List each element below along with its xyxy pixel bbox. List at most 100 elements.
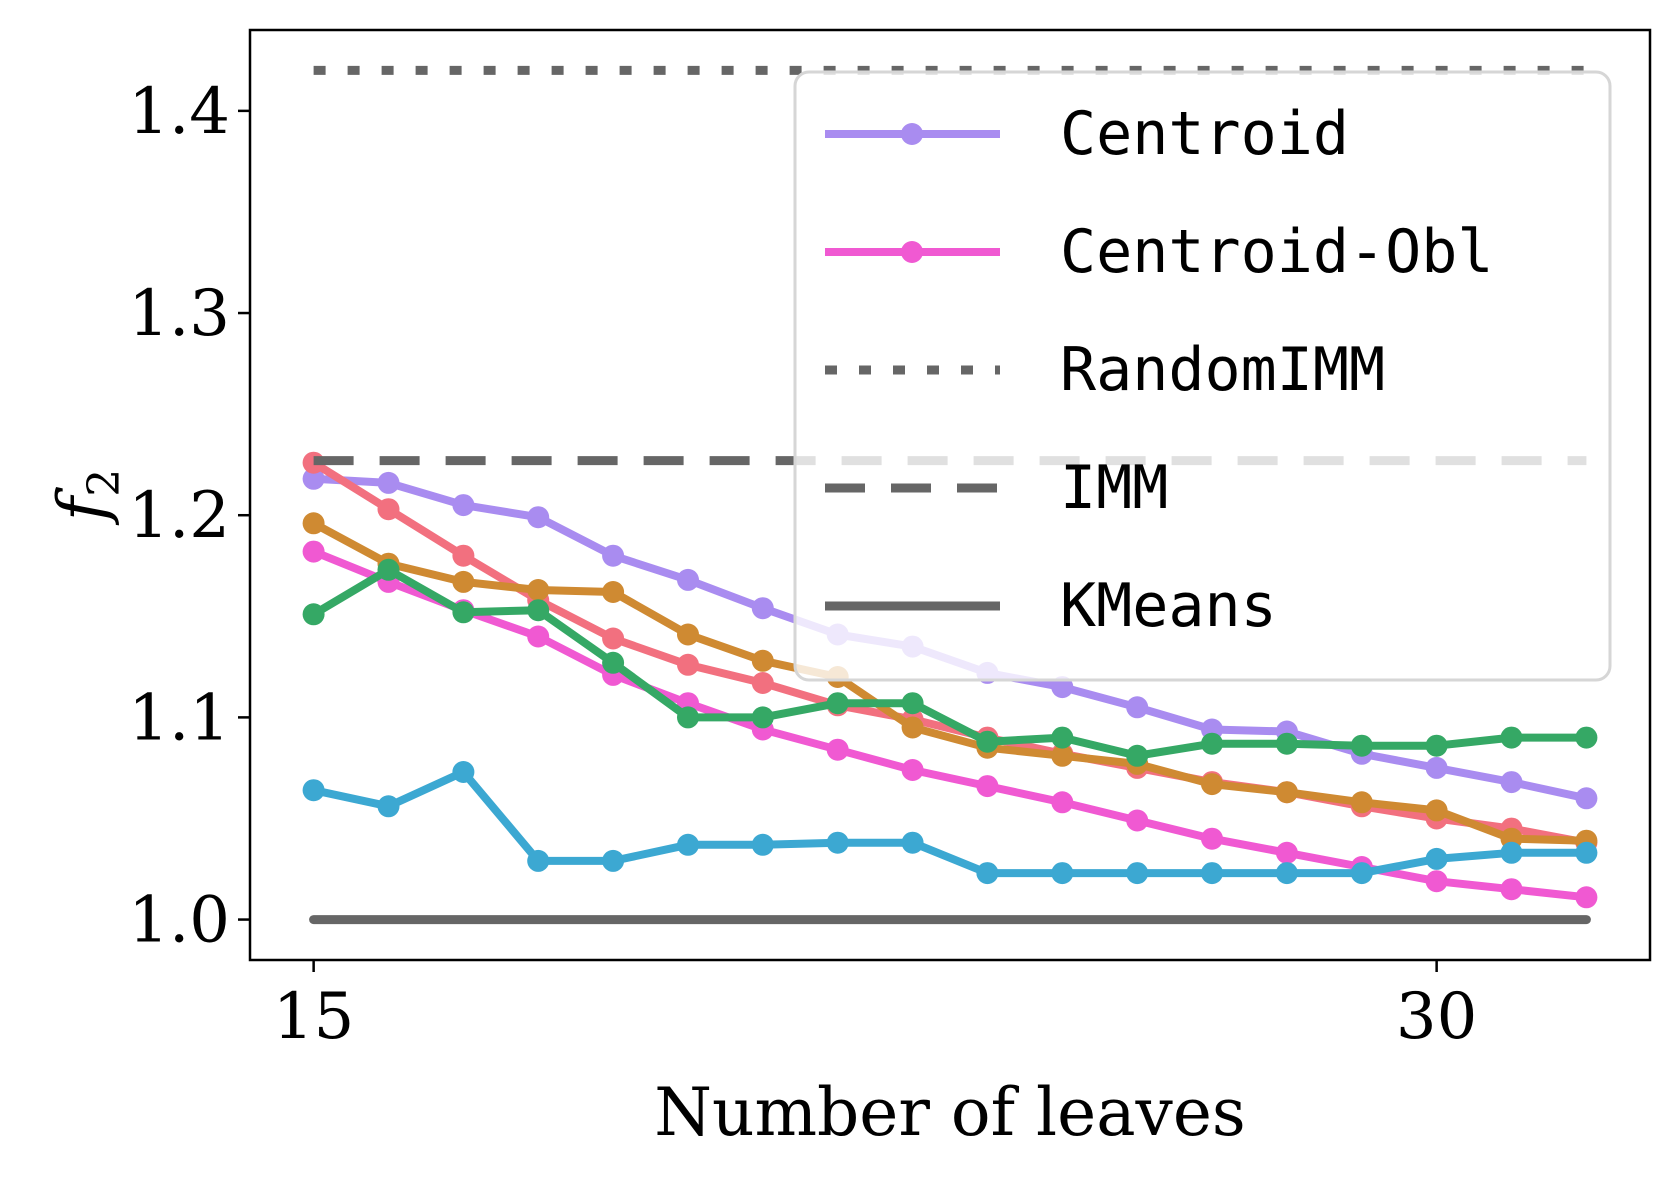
legend-label-centroid: Centroid: [1060, 99, 1349, 169]
y-tick-label: 1.1: [128, 681, 230, 755]
legend-label-randomimm: RandomIMM: [1060, 335, 1385, 405]
data-point-centroid: [602, 544, 625, 567]
data-point-unnamed-4: [1051, 744, 1074, 767]
data-point-centroid-obl: [1275, 841, 1298, 864]
y-tick-label: 1.3: [128, 277, 230, 351]
legend-marker-centroid: [901, 123, 923, 145]
data-point-unnamed-6: [1500, 841, 1523, 864]
data-point-unnamed-3: [602, 627, 625, 650]
data-point-unnamed-3: [377, 498, 400, 521]
legend-item-imm: IMM: [825, 453, 1168, 523]
series-centroid-obl: [302, 540, 1598, 909]
data-point-centroid-obl: [1575, 886, 1598, 909]
y-tick-label: 1.0: [128, 884, 230, 958]
data-point-centroid: [527, 506, 550, 529]
data-point-unnamed-5: [901, 692, 924, 715]
data-point-unnamed-5: [1575, 726, 1598, 749]
data-point-centroid: [452, 494, 475, 517]
data-point-unnamed-5: [826, 692, 849, 715]
data-point-unnamed-5: [377, 558, 400, 581]
data-point-unnamed-6: [751, 833, 774, 856]
data-point-unnamed-6: [826, 831, 849, 854]
data-point-unnamed-4: [677, 623, 699, 646]
data-point-unnamed-6: [1575, 841, 1598, 864]
data-point-unnamed-5: [1425, 734, 1448, 757]
series-unnamed-5: [302, 558, 1598, 767]
data-point-unnamed-6: [1051, 862, 1074, 885]
data-point-unnamed-3: [677, 653, 699, 676]
x-tick-label: 15: [273, 980, 354, 1054]
data-point-centroid-obl: [1425, 870, 1448, 893]
data-point-centroid: [677, 568, 699, 591]
data-point-centroid: [1500, 771, 1523, 794]
series-layer: [302, 65, 1598, 925]
data-point-centroid: [751, 597, 774, 620]
data-point-unnamed-6: [527, 849, 550, 872]
axes-layer: 1.0 1.1 1.2 1.3 1.4 15 30 Number of leaves f2: [44, 28, 1652, 1151]
legend-item-centroid-obl: Centroid-Obl: [825, 217, 1493, 287]
data-point-unnamed-4: [302, 512, 325, 535]
data-point-centroid-obl: [976, 775, 999, 798]
data-point-centroid-obl: [1500, 878, 1523, 901]
legend-label-centroid-obl: Centroid-Obl: [1060, 217, 1493, 287]
data-point-unnamed-5: [751, 706, 774, 729]
data-point-unnamed-3: [452, 544, 475, 567]
data-point-unnamed-4: [901, 716, 924, 739]
data-point-unnamed-5: [1500, 726, 1523, 749]
y-axis-label: f2: [44, 469, 130, 526]
data-point-unnamed-4: [1275, 781, 1298, 804]
data-point-unnamed-4: [1425, 799, 1448, 822]
data-point-unnamed-5: [1350, 734, 1373, 757]
data-point-unnamed-5: [527, 599, 550, 622]
data-point-centroid-obl: [527, 625, 550, 648]
y-tick-label: 1.4: [128, 75, 230, 149]
data-point-unnamed-4: [751, 649, 774, 672]
data-point-unnamed-4: [602, 581, 625, 603]
data-point-unnamed-6: [302, 779, 325, 802]
data-point-unnamed-3: [751, 672, 774, 694]
legend-item-kmeans: KMeans: [825, 571, 1277, 641]
data-point-centroid: [377, 471, 400, 494]
legend-item-centroid: Centroid: [825, 99, 1349, 169]
data-point-unnamed-6: [677, 833, 699, 856]
data-point-unnamed-4: [527, 579, 550, 601]
data-point-unnamed-6: [452, 761, 475, 783]
legend-box: [793, 70, 1612, 682]
data-point-unnamed-4: [1350, 791, 1373, 814]
plot-frame: [248, 28, 1652, 962]
series-line-unnamed-3: [309, 458, 1591, 847]
data-point-centroid-obl: [826, 738, 849, 761]
data-point-centroid-obl: [901, 759, 924, 781]
data-point-unnamed-5: [602, 651, 625, 674]
data-point-unnamed-5: [1275, 732, 1298, 755]
data-point-centroid: [1051, 676, 1074, 699]
data-point-unnamed-4: [1201, 773, 1223, 796]
x-tick-label: 30: [1396, 980, 1477, 1054]
data-point-unnamed-6: [976, 862, 999, 885]
legend-marker-centroid-obl: [901, 241, 923, 263]
series-unnamed-6: [302, 761, 1598, 885]
series-line-unnamed-6: [309, 768, 1591, 878]
data-point-centroid: [1425, 756, 1448, 779]
legend-item-randomimm: RandomIMM: [825, 335, 1385, 405]
data-point-centroid-obl: [302, 540, 325, 563]
data-point-unnamed-6: [602, 849, 625, 872]
data-point-centroid-obl: [1126, 809, 1149, 832]
data-point-unnamed-6: [1275, 862, 1298, 885]
legend: Centroid Centroid-Obl RandomIMM IMM KMeans: [793, 70, 1612, 682]
data-point-unnamed-6: [377, 795, 400, 818]
data-point-unnamed-5: [976, 730, 999, 753]
legend-label-imm: IMM: [1060, 453, 1168, 523]
data-point-centroid-obl: [1201, 827, 1223, 850]
data-point-unnamed-6: [1126, 862, 1149, 885]
data-point-centroid: [1575, 787, 1598, 810]
y-tick-label: 1.2: [128, 479, 230, 553]
legend-label-kmeans: KMeans: [1060, 571, 1277, 641]
data-point-unnamed-5: [452, 601, 475, 624]
data-point-unnamed-5: [1126, 744, 1149, 767]
data-point-centroid-obl: [1051, 791, 1074, 814]
data-point-unnamed-5: [1201, 732, 1223, 755]
data-point-centroid: [302, 467, 325, 490]
